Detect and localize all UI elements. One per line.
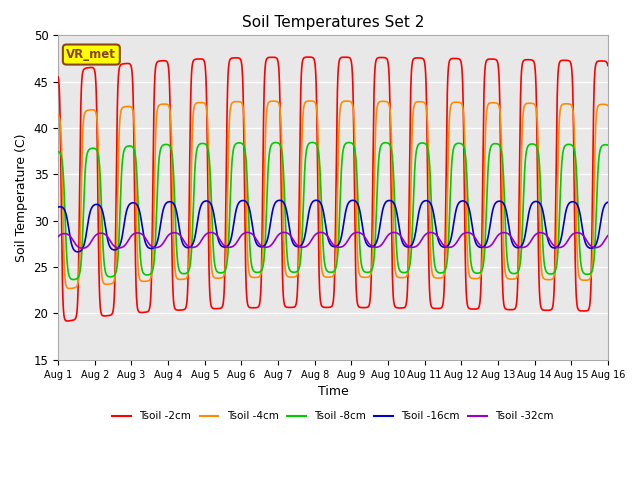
Text: VR_met: VR_met bbox=[67, 48, 116, 61]
Title: Soil Temperatures Set 2: Soil Temperatures Set 2 bbox=[242, 15, 424, 30]
Legend: Tsoil -2cm, Tsoil -4cm, Tsoil -8cm, Tsoil -16cm, Tsoil -32cm: Tsoil -2cm, Tsoil -4cm, Tsoil -8cm, Tsoi… bbox=[108, 407, 558, 426]
X-axis label: Time: Time bbox=[317, 385, 348, 398]
Y-axis label: Soil Temperature (C): Soil Temperature (C) bbox=[15, 133, 28, 262]
